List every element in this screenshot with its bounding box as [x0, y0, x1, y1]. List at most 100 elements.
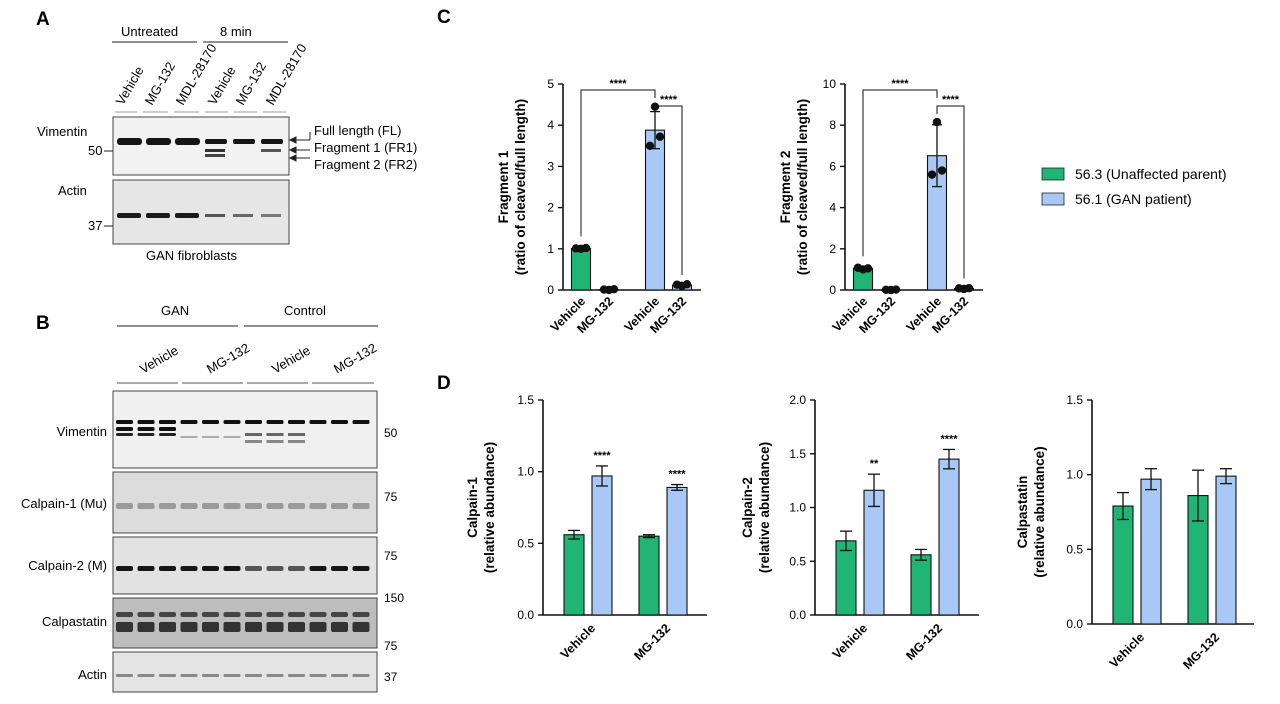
- blot-band: [116, 433, 133, 436]
- blot-band: [245, 503, 262, 509]
- x-tick-label: Vehicle: [830, 621, 870, 661]
- chart-calpain1: 0.0 0.5 1.0 1.5 Calpain-1 (relative abundance…: [465, 393, 707, 663]
- y-axis-label: Calpain-1 (relative abundance): [465, 442, 497, 573]
- bar: [835, 540, 857, 616]
- blot-band: [288, 440, 305, 443]
- protein-label-actin: Actin: [78, 667, 107, 682]
- blot-band: [180, 622, 198, 632]
- blot-band: [116, 612, 133, 617]
- y-tick-label: 1: [547, 242, 554, 256]
- mw-marker: 37: [384, 670, 398, 684]
- blot-band: [202, 420, 219, 424]
- blot-band: [309, 420, 327, 424]
- y-tick-label: 1.0: [1066, 468, 1083, 482]
- data-point: [932, 117, 942, 127]
- lane-label: Vehicle: [269, 343, 313, 377]
- actin-b-bands: [116, 674, 370, 677]
- blot-band: [116, 566, 133, 571]
- y-tick-label: 2: [547, 201, 554, 215]
- blot-band: [245, 566, 262, 571]
- y-axis-label: Calpastatin (relative abundance): [1015, 446, 1047, 577]
- blot-band: [331, 612, 348, 617]
- lane-label: Vehicle: [137, 343, 181, 377]
- blot-band: [180, 503, 198, 509]
- group-label-gan: GAN: [161, 303, 189, 318]
- y-tick-label: 2.0: [789, 393, 806, 407]
- blot-band: [137, 566, 155, 571]
- y-axis-label-line: Fragment 2: [778, 151, 793, 224]
- y-axis-label-line: Calpastatin: [1015, 476, 1030, 549]
- blot-band: [159, 420, 176, 424]
- blot-band: [116, 420, 133, 424]
- mw-marker: 75: [384, 490, 398, 504]
- blot-band: [266, 674, 284, 677]
- band-label-fr2: Fragment 2 (FR2): [314, 157, 417, 172]
- blot-band: [331, 420, 348, 424]
- blot-band: [137, 674, 155, 677]
- panel-a-caption: GAN fibroblasts: [146, 248, 238, 263]
- blot-band: [202, 612, 219, 617]
- bar: [638, 535, 660, 616]
- y-axis-label: Fragment 2 (ratio of cleaved/full length): [778, 99, 810, 275]
- legend: 56.3 (Unaffected parent) 56.1 (GAN patie…: [1041, 166, 1227, 207]
- blot-band: [159, 427, 176, 431]
- blot-band: [137, 612, 155, 617]
- band-label-fl: Full length (FL): [314, 123, 401, 138]
- blot-band: [116, 622, 133, 632]
- y-axis-label-line: (relative abundance): [1032, 446, 1047, 577]
- data-point: [891, 285, 901, 294]
- blot-band: [266, 622, 284, 632]
- panel-c-letter: C: [437, 7, 451, 28]
- actin-bands: [117, 213, 281, 218]
- blot-band: [202, 674, 219, 677]
- data-point: [682, 280, 692, 289]
- protein-label-vimentin: Vimentin: [37, 124, 87, 139]
- blot-band: [288, 433, 305, 436]
- legend-label-patient: 56.1 (GAN patient): [1075, 191, 1192, 207]
- data-point: [645, 141, 655, 150]
- blot-band: [223, 420, 241, 424]
- significance-label: ****: [940, 433, 958, 445]
- mw-marker: 75: [384, 549, 398, 563]
- data-point: [954, 284, 964, 293]
- protein-label-calpain2: Calpain-2 (M): [28, 558, 107, 573]
- y-tick-label: 0.5: [1066, 542, 1083, 556]
- protein-label-calpastatin: Calpastatin: [42, 614, 107, 629]
- y-tick-label: 3: [547, 159, 554, 173]
- mw-marker-37: 37: [88, 218, 102, 233]
- blot-calpain2: [112, 536, 378, 595]
- blot-band: [180, 674, 198, 677]
- x-tick-label: Vehicle: [558, 621, 598, 661]
- y-tick-label: 1.5: [1066, 393, 1083, 407]
- significance-label: ****: [593, 450, 611, 462]
- significance-label: ****: [668, 469, 686, 481]
- blot-band: [137, 622, 155, 632]
- data-point: [881, 285, 891, 294]
- data-point: [599, 285, 609, 294]
- blot-band: [288, 420, 305, 424]
- blot-band: [180, 566, 198, 571]
- y-tick-label: 10: [823, 77, 837, 91]
- blot-band: [309, 622, 327, 632]
- data-point: [672, 280, 682, 289]
- y-tick-label: 6: [829, 159, 836, 173]
- y-tick-label: 1.5: [517, 393, 534, 407]
- mw-marker-50: 50: [88, 143, 102, 158]
- blot-band: [352, 503, 370, 509]
- blot-actin-a: [112, 179, 290, 245]
- lane-label: MG-132: [331, 340, 379, 376]
- lane-label: MG-132: [204, 340, 252, 376]
- protein-label-vimentin: Vimentin: [57, 424, 107, 439]
- blot-band: [245, 674, 262, 677]
- y-axis-label-line: Calpain-1: [465, 477, 480, 538]
- significance-label: ****: [660, 94, 678, 106]
- blot-band: [266, 433, 284, 436]
- bar: [1140, 478, 1162, 625]
- blot-band: [202, 436, 219, 438]
- y-axis-label: Fragment 1 (ratio of cleaved/full length): [496, 99, 528, 275]
- blot-band: [137, 427, 155, 431]
- bar: [938, 458, 960, 616]
- y-tick-label: 8: [829, 118, 836, 132]
- y-tick-label: 0.0: [789, 608, 806, 622]
- blot-band: [266, 420, 284, 424]
